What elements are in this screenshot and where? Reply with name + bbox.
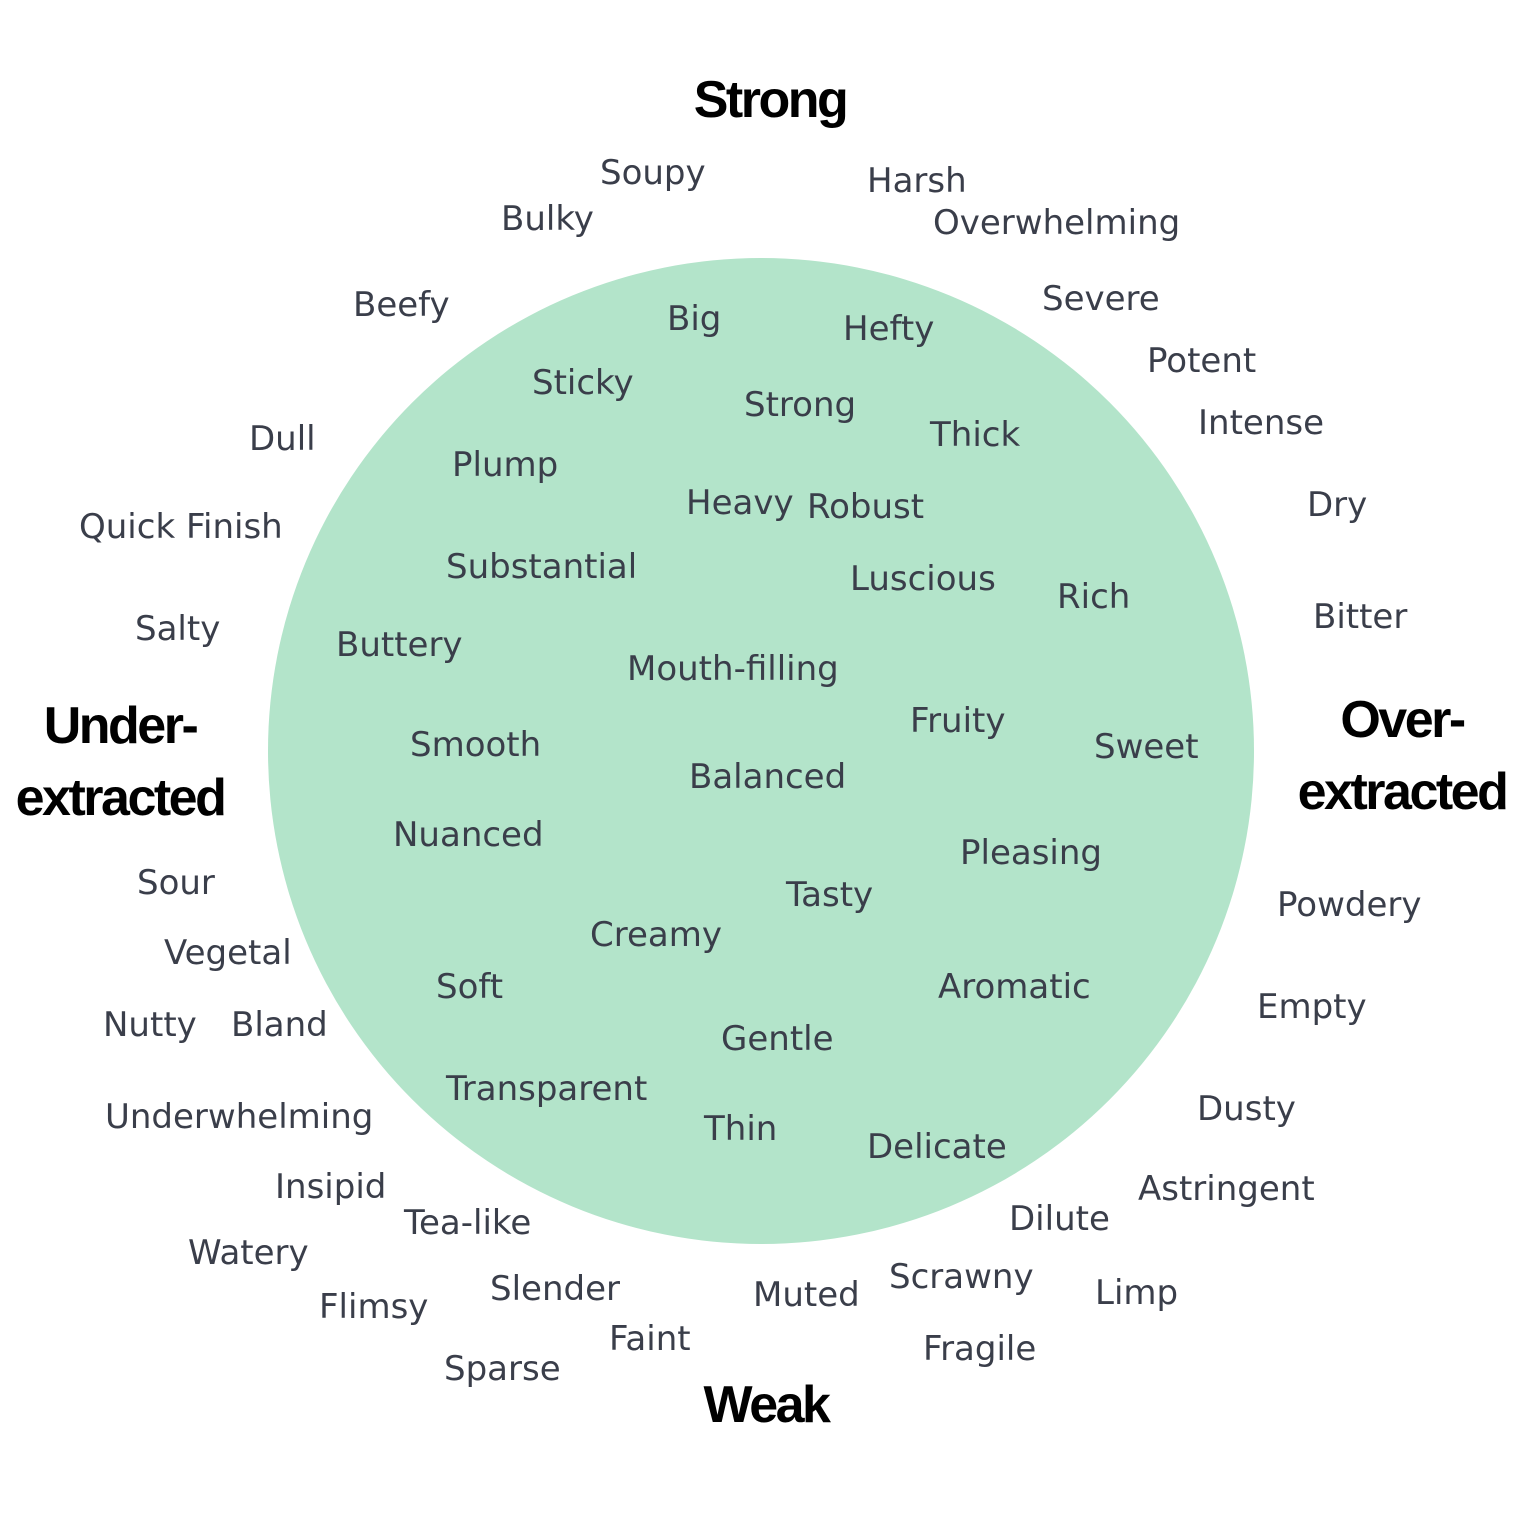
word-thick: Thick — [930, 415, 1021, 455]
word-overwhelming: Overwhelming — [933, 203, 1181, 243]
word-soupy: Soupy — [600, 153, 706, 193]
word-beefy: Beefy — [353, 285, 450, 325]
axis-label-strong: Strong — [693, 71, 849, 129]
word-empty: Empty — [1257, 987, 1367, 1027]
word-intense: Intense — [1198, 403, 1325, 443]
axis-label-over-line-2: extracted — [1297, 763, 1509, 821]
word-robust: Robust — [807, 487, 925, 527]
word-big: Big — [667, 299, 722, 339]
axis-label-under-line-2: extracted — [15, 769, 227, 827]
word-tea-like: Tea-like — [404, 1203, 532, 1243]
word-bland: Bland — [231, 1005, 328, 1045]
word-dusty-label: Dusty — [1197, 1089, 1296, 1129]
word-heavy: Heavy — [686, 483, 794, 523]
word-delicate: Delicate — [867, 1127, 1007, 1167]
axis-label-under-line-1: Under- — [43, 697, 199, 755]
word-gentle: Gentle — [721, 1019, 834, 1059]
word-nuanced: Nuanced — [393, 815, 544, 855]
word-sparse: Sparse — [444, 1349, 561, 1389]
word-dry: Dry — [1307, 485, 1368, 525]
word-faint: Faint — [609, 1319, 691, 1359]
axis-label-under-extracted: Under- extracted — [15, 690, 227, 834]
word-mouth-filling: Mouth-filling — [627, 649, 839, 689]
word-transparent: Transparent — [446, 1069, 648, 1109]
word-flimsy: Flimsy — [319, 1287, 429, 1327]
word-fragile: Fragile — [923, 1329, 1037, 1369]
word-quick-finish: Quick Finish — [79, 507, 283, 547]
word-dilute: Dilute — [1009, 1199, 1110, 1239]
word-watery: Watery — [188, 1233, 309, 1273]
word-soft: Soft — [436, 967, 504, 1007]
word-potent: Potent — [1147, 341, 1257, 381]
word-muted: Muted — [753, 1275, 860, 1315]
word-sticky: Sticky — [532, 363, 634, 403]
word-bulky: Bulky — [501, 199, 594, 239]
axis-label-over-line-1: Over- — [1340, 691, 1466, 749]
word-rich: Rich — [1057, 577, 1131, 617]
word-substantial: Substantial — [446, 547, 638, 587]
word-aromatic: Aromatic — [938, 967, 1091, 1007]
word-limp: Limp — [1095, 1273, 1179, 1313]
word-pleasing: Pleasing — [960, 833, 1102, 873]
word-underwhelming: Underwhelming — [105, 1097, 374, 1137]
axis-label-weak: Weak — [703, 1376, 831, 1434]
word-powdery: Powdery — [1277, 885, 1422, 925]
word-tasty: Tasty — [786, 875, 874, 915]
word-balanced: Balanced — [689, 757, 847, 797]
word-dull: Dull — [249, 419, 316, 459]
word-vegetal: Vegetal — [164, 933, 292, 973]
word-plump: Plump — [452, 445, 559, 485]
balanced-zone-circle — [268, 258, 1254, 1244]
word-slender: Slender — [490, 1269, 620, 1309]
word-harsh: Harsh — [867, 161, 967, 201]
word-strong: Strong — [744, 385, 857, 425]
word-creamy: Creamy — [590, 915, 722, 955]
word-insipid: Insipid — [275, 1167, 387, 1207]
axis-label-over-extracted: Over- extracted — [1297, 684, 1509, 828]
word-hefty: Hefty — [843, 309, 935, 349]
word-thin: Thin — [704, 1109, 778, 1149]
word-fruity: Fruity — [910, 701, 1006, 741]
word-nutty: Nutty — [103, 1005, 197, 1045]
word-sweet: Sweet — [1094, 727, 1199, 767]
word-sour: Sour — [137, 863, 215, 903]
word-severe: Severe — [1042, 279, 1160, 319]
word-buttery: Buttery — [336, 625, 463, 665]
word-smooth: Smooth — [410, 725, 542, 765]
word-salty: Salty — [135, 609, 221, 649]
word-luscious: Luscious — [850, 559, 996, 599]
word-bitter: Bitter — [1313, 597, 1408, 637]
word-scrawny: Scrawny — [889, 1257, 1034, 1297]
word-astringent: Astringent — [1138, 1169, 1315, 1209]
